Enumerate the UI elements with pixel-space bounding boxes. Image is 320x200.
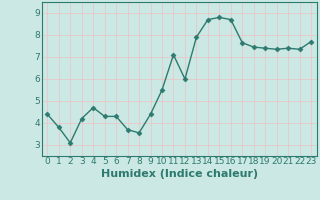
X-axis label: Humidex (Indice chaleur): Humidex (Indice chaleur) — [100, 169, 258, 179]
